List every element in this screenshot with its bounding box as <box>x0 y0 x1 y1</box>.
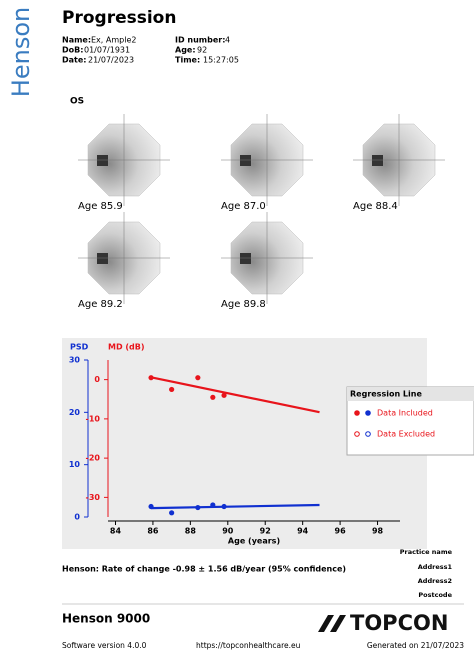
field-plot: Age 88.4 <box>353 114 445 212</box>
field-age: Age 87.0 <box>221 201 266 212</box>
blind-spot <box>97 253 108 264</box>
product: Henson 9000 <box>62 612 150 626</box>
legend-swatch <box>366 411 371 416</box>
blind-spot <box>240 253 251 264</box>
x-tick-label: 96 <box>335 527 347 536</box>
x-tick-label: 98 <box>372 527 384 536</box>
data-point <box>195 375 200 380</box>
value: 4 <box>225 36 230 45</box>
logo-mark <box>318 615 346 632</box>
page: Henson Progression Name: Ex, Ample2 DoB:… <box>0 0 474 665</box>
value: 01/07/1931 <box>84 46 130 55</box>
blind-spot <box>240 155 251 166</box>
practice: Postcode <box>418 591 452 599</box>
practice: Address1 <box>418 563 453 571</box>
value: 15:27:05 <box>203 56 239 65</box>
blind-spot <box>97 155 108 166</box>
x-tick-label: 88 <box>185 527 197 536</box>
brand: Henson <box>7 7 35 97</box>
practice: Address2 <box>418 577 452 585</box>
field-plot: Age 89.2 <box>78 212 170 310</box>
label: Age: <box>175 46 196 55</box>
summary: Henson: Rate of change -0.98 ± 1.56 dB/y… <box>62 565 346 574</box>
value: 21/07/2023 <box>88 56 134 65</box>
x-tick-label: 94 <box>297 527 309 536</box>
field-plot: Age 87.0 <box>221 114 313 212</box>
x-tick-label: 92 <box>260 527 271 536</box>
generated: Generated on 21/07/2023 <box>367 641 464 650</box>
legend-label: Data Included <box>377 409 433 418</box>
value: Ex, Ample2 <box>91 36 136 45</box>
data-point <box>169 387 174 392</box>
label: Name: <box>62 36 91 45</box>
y2-axis-title: PSD <box>70 343 89 352</box>
data-point <box>210 395 215 400</box>
y2-tick-label: 20 <box>69 408 81 417</box>
field-age: Age 89.8 <box>221 299 266 310</box>
field-plot: Age 85.9 <box>78 114 170 212</box>
y2-tick-label: 10 <box>69 460 81 469</box>
legend-swatch <box>355 411 360 416</box>
url: https://topconhealthcare.eu <box>196 641 301 650</box>
y2-tick-label: 30 <box>69 356 81 365</box>
logo: TOPCON <box>350 611 448 635</box>
x-tick-label: 90 <box>222 527 234 536</box>
blind-spot <box>372 155 383 166</box>
value: 92 <box>197 46 207 55</box>
title: Progression <box>62 8 176 28</box>
practice: Practice name <box>400 548 453 556</box>
y2-tick-label: 0 <box>74 513 80 522</box>
field-age: Age 88.4 <box>353 201 398 212</box>
eye: OS <box>70 97 84 107</box>
label: Time: <box>175 56 200 65</box>
data-point <box>169 510 174 515</box>
x-tick-label: 86 <box>147 527 159 536</box>
report: Henson Progression Name: Ex, Ample2 DoB:… <box>0 0 474 665</box>
y-tick-label: -30 <box>86 493 101 502</box>
x-tick-label: 84 <box>110 527 122 536</box>
field-plot: Age 89.8 <box>221 212 313 310</box>
legend-label: Data Excluded <box>377 430 435 439</box>
legend-title: Regression Line <box>350 390 422 399</box>
field-age: Age 85.9 <box>78 201 123 212</box>
y-tick-label: -20 <box>86 454 101 463</box>
y-tick-label: -10 <box>86 414 101 423</box>
y-axis-title: MD (dB) <box>108 343 145 352</box>
y-tick-label: 0 <box>94 375 100 384</box>
x-axis-title: Age (years) <box>228 537 280 546</box>
field-age: Age 89.2 <box>78 299 123 310</box>
version: Software version 4.0.0 <box>62 641 147 650</box>
label: ID number: <box>175 36 225 45</box>
label: DoB: <box>62 46 83 55</box>
label: Date: <box>62 56 87 65</box>
